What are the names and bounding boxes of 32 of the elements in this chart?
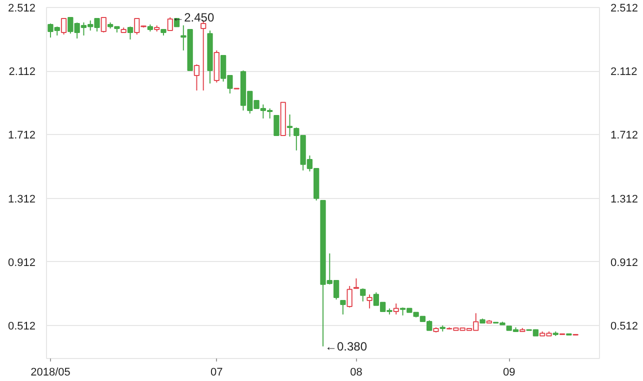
candlestick — [286, 114, 293, 138]
candlestick — [340, 300, 346, 315]
candlestick — [194, 64, 200, 91]
candlestick — [393, 302, 399, 315]
y2-tick-label: 2.112 — [610, 66, 638, 78]
y2-tick-label: 2.512 — [610, 2, 638, 14]
y2-tick-label: 1.312 — [610, 193, 638, 206]
y2-tick-label: 1.712 — [610, 130, 638, 142]
x-tick-label: 08 — [350, 366, 362, 378]
candlestick — [346, 286, 352, 308]
candlestick — [167, 16, 173, 32]
y-tick-label: 1.712 — [8, 130, 36, 142]
x-tick-label: 2018/05 — [30, 366, 70, 378]
y-tick-label: 0.512 — [8, 320, 36, 332]
candlestick — [366, 294, 372, 309]
y2-tick-label: 0.912 — [610, 256, 638, 269]
y-tick-label: 2.112 — [8, 66, 36, 78]
y-tick-label: 1.312 — [8, 193, 36, 206]
candlestick — [353, 278, 360, 289]
annotation: ←0.380 — [324, 339, 368, 354]
y-tick-label: 0.912 — [8, 256, 36, 269]
y2-tick-label: 0.512 — [610, 320, 638, 332]
x-tick-label: 07 — [210, 366, 223, 378]
candlestick — [200, 20, 206, 91]
candlestick — [100, 17, 106, 33]
candlestick — [360, 288, 366, 302]
candlestick — [60, 18, 67, 36]
candlestick — [274, 114, 280, 136]
x-tick-label: 09 — [502, 366, 516, 378]
candlestick — [127, 26, 134, 40]
y-tick-label: 2.512 — [8, 2, 36, 14]
annotation: ←2.450 — [172, 10, 214, 24]
